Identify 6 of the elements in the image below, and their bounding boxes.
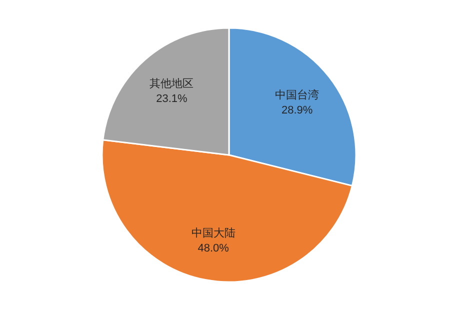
data-label: 48.0% [198, 242, 230, 254]
data-label: 28.9% [281, 104, 313, 116]
slice-label: 中国台湾 [275, 88, 320, 102]
slice-label: 中国大陆 [191, 226, 236, 240]
slice-label: 其他地区 [150, 76, 194, 90]
data-label: 23.1% [156, 92, 188, 105]
